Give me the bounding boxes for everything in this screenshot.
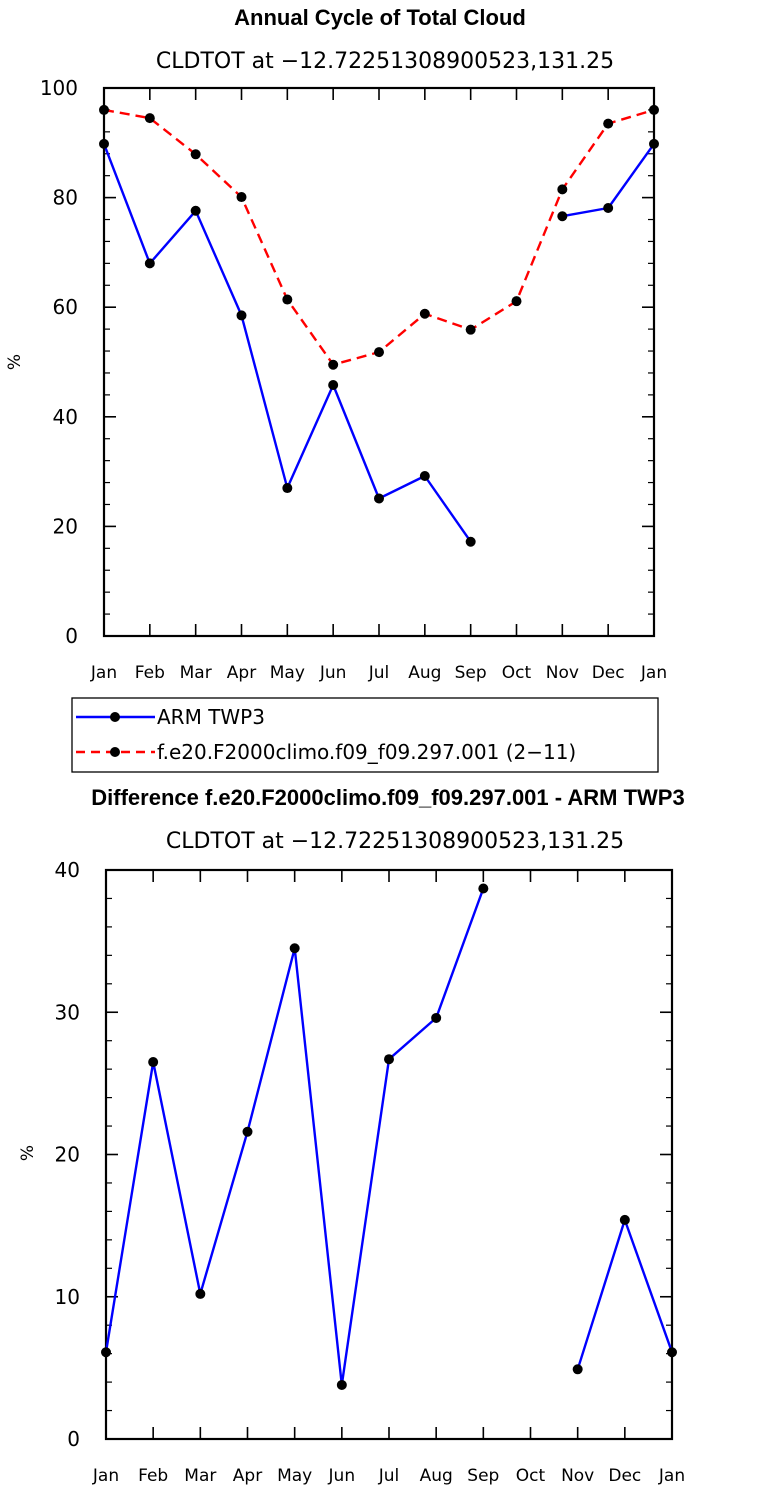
chart1-series-0-point: [282, 483, 293, 494]
chart1-title: Annual Cycle of Total Cloud: [234, 5, 526, 30]
chart2-xtick-label: Jan: [92, 1466, 119, 1486]
chart1-series-0-point: [557, 211, 568, 222]
chart2-series-0-point: [148, 1057, 159, 1068]
chart1-series-0-point: [328, 380, 339, 391]
chart2-xtick-label: Sep: [467, 1466, 499, 1486]
chart1-xtick-label: Oct: [502, 663, 532, 683]
chart1-ylabel: %: [5, 354, 25, 370]
chart2-series-0-line: [104, 888, 485, 1387]
chart2-xtick-label: Feb: [138, 1466, 168, 1486]
chart1-xtick-label: Jul: [368, 663, 390, 683]
chart2-series-0-point: [289, 943, 300, 954]
chart2-subtitle: CLDTOT at −12.72251308900523,131.25: [166, 829, 624, 854]
chart1-series-1-point: [603, 118, 614, 129]
chart1-series-1-point: [511, 296, 522, 307]
chart2-xtick-label: Nov: [561, 1466, 594, 1486]
chart1-series-1-point: [282, 294, 293, 305]
chart1-ytick-label: 100: [40, 76, 78, 100]
chart1-series-1-point: [465, 324, 476, 335]
chart2-ytick-label: 0: [67, 1427, 80, 1451]
chart1-series-1-point: [419, 308, 430, 319]
chart1-series-1-point: [190, 149, 201, 160]
chart1-series-0-point: [603, 203, 614, 214]
chart2-series-0-point: [195, 1288, 206, 1299]
chart1-ytick-label: 80: [53, 186, 78, 210]
chart1-series-1-point: [144, 113, 155, 124]
chart2-frame: [104, 868, 674, 1441]
chart1-ytick-label: 20: [53, 514, 78, 538]
chart1-ytick-label: 40: [53, 405, 78, 429]
chart1-xtick-label: Jun: [319, 663, 347, 683]
chart1-ytick-label: 0: [65, 624, 78, 648]
chart2-series-0-point: [384, 1054, 394, 1065]
chart1-series-0-point: [236, 310, 247, 321]
chart1-xtick-label: Feb: [135, 663, 165, 683]
chart2-ytick-label: 40: [55, 858, 80, 882]
chart1-series-0-point: [99, 138, 109, 149]
chart2-plot: Jan Feb Mar Apr May Jun Jul Aug Sep Oct Nov Dec Jan 0…: [55, 858, 686, 1486]
chart1-series-0-point: [649, 138, 659, 149]
chart2-ytick-label: 10: [55, 1285, 80, 1309]
chart1-plot: Jan Feb Mar Apr May Jun Jul Aug Sep Oct Nov Dec Jan 0…: [40, 76, 667, 683]
legend-marker-arm: [110, 712, 120, 722]
chart1-series-0-point: [374, 493, 384, 504]
legend-label-arm: ARM TWP3: [157, 705, 265, 729]
chart2-ylabel: %: [18, 1145, 38, 1161]
chart1-series-1-line: [103, 108, 655, 366]
chart1-frame: [102, 86, 656, 638]
chart1-series-0-point: [190, 205, 201, 216]
chart1-xtick-label: Aug: [408, 663, 441, 683]
chart1-series-1-point: [99, 104, 109, 115]
chart2-ytick-label: 20: [55, 1143, 80, 1167]
chart2-series-0-line: [576, 1218, 674, 1370]
chart2-series-0-point: [478, 883, 489, 894]
chart1-series-1-point: [649, 104, 659, 115]
chart1-series-1-point: [374, 347, 384, 358]
chart1-xtick-label: Jan: [90, 663, 117, 683]
chart2-xtick-label: Jan: [658, 1466, 685, 1486]
chart1-xtick-label: Apr: [227, 663, 256, 683]
chart2-series-0-point: [242, 1126, 253, 1137]
chart2-series-0-point: [336, 1379, 347, 1390]
chart2-series-0-point: [619, 1214, 630, 1225]
chart2-title: Difference f.e20.F2000climo.f09_f09.297.…: [91, 785, 684, 810]
chart2-series-0-point: [572, 1364, 583, 1375]
chart2-xtick-label: Apr: [233, 1466, 262, 1486]
chart1-series-1-point: [557, 184, 568, 195]
chart2-xtick-label: Oct: [516, 1466, 546, 1486]
chart1-xtick-label: May: [270, 663, 305, 683]
chart1-xtick-label: Nov: [546, 663, 579, 683]
chart1-series-1-point: [236, 192, 247, 203]
chart2-ytick-label: 30: [55, 1000, 80, 1024]
chart2-series-0-point: [101, 1347, 111, 1358]
chart2-series-0-point: [667, 1347, 677, 1358]
legend-label-model: f.e20.F2000climo.f09_f09.297.001 (2−11): [157, 740, 576, 764]
chart1-ytick-label: 60: [53, 295, 78, 319]
chart1-series-0-point: [465, 536, 476, 547]
legend-box: [71, 697, 659, 773]
chart2-xtick-label: May: [277, 1466, 312, 1486]
chart1-xtick-label: Jan: [640, 663, 667, 683]
chart2-xtick-label: Dec: [608, 1466, 641, 1486]
chart2-xtick-label: Jul: [378, 1466, 400, 1486]
chart2-xtick-label: Jun: [328, 1466, 356, 1486]
chart1-series-0-point: [419, 470, 430, 481]
chart1-xtick-label: Mar: [180, 663, 212, 683]
chart1-xtick-label: Sep: [455, 663, 487, 683]
legend: ARM TWP3 f.e20.F2000climo.f09_f09.297.00…: [71, 697, 659, 773]
chart2-series-0-point: [431, 1012, 442, 1023]
chart1-series-1-point: [328, 359, 339, 370]
chart1-subtitle: CLDTOT at −12.72251308900523,131.25: [156, 49, 614, 74]
legend-marker-model: [110, 747, 120, 757]
chart1-series-0-point: [144, 258, 155, 269]
chart2-xtick-label: Aug: [420, 1466, 453, 1486]
chart2-xtick-label: Mar: [184, 1466, 216, 1486]
chart1-xtick-label: Dec: [592, 663, 625, 683]
chart1-series-0-line: [102, 143, 472, 543]
